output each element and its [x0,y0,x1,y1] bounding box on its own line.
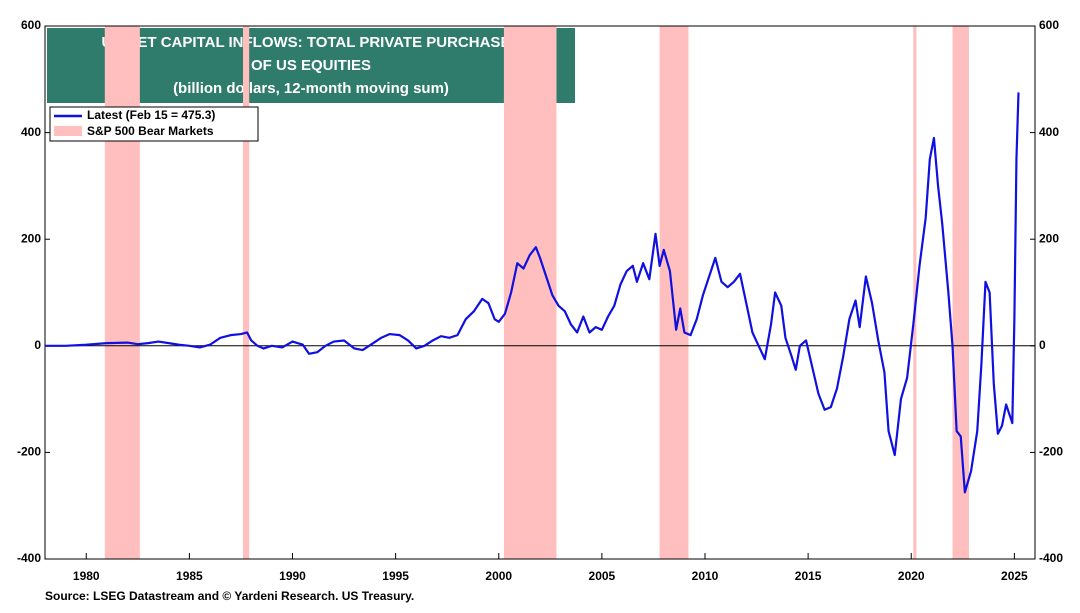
x-tick-label: 1990 [279,569,306,583]
y2-tick-label: 600 [1039,18,1059,32]
x-tick-label: 1995 [382,569,409,583]
x-tick-label: 1980 [73,569,100,583]
bear-market-span [243,26,250,559]
y-tick-label: -400 [17,551,41,565]
source: Source: LSEG Datastream and © Yardeni Re… [45,589,414,603]
x-tick-label: 2025 [1001,569,1028,583]
y-tick-label: 600 [21,18,41,32]
plot-frame [44,25,1036,560]
bear-market-span [104,26,140,559]
x-tick-label: 2010 [692,569,719,583]
bear-market-span [913,26,917,559]
chart-title: US NET CAPITAL INFLOWS: TOTAL PRIVATE PU… [102,34,521,51]
x-tick-label: 2000 [485,569,512,583]
y-tick-label: 200 [21,231,41,245]
y2-tick-label: 0 [1039,338,1046,352]
data-line [45,92,1020,494]
bear-market-span [952,26,969,559]
y2-tick-label: -200 [1039,445,1063,459]
x-tick-label: 2015 [795,569,822,583]
x-tick-label: 2020 [898,569,925,583]
legend-swatch [54,126,82,136]
chart-title: OF US EQUITIES [251,57,371,74]
bear-market-span [503,26,557,559]
bear-market-span [659,26,689,559]
x-tick-label: 1985 [176,569,203,583]
legend-label: S&P 500 Bear Markets [87,124,214,138]
y-tick-label: 0 [34,338,41,352]
chart-subtitle: (billion dollars, 12-month moving sum) [173,80,449,97]
y-tick-label: 400 [21,125,41,139]
y2-tick-label: 200 [1039,231,1059,245]
legend-box [49,106,259,142]
y-tick-label: -200 [17,445,41,459]
legend-label: Latest (Feb 15 = 475.3) [87,108,215,122]
y2-tick-label: -400 [1039,551,1063,565]
y2-tick-label: 400 [1039,125,1059,139]
x-tick-label: 2005 [589,569,616,583]
